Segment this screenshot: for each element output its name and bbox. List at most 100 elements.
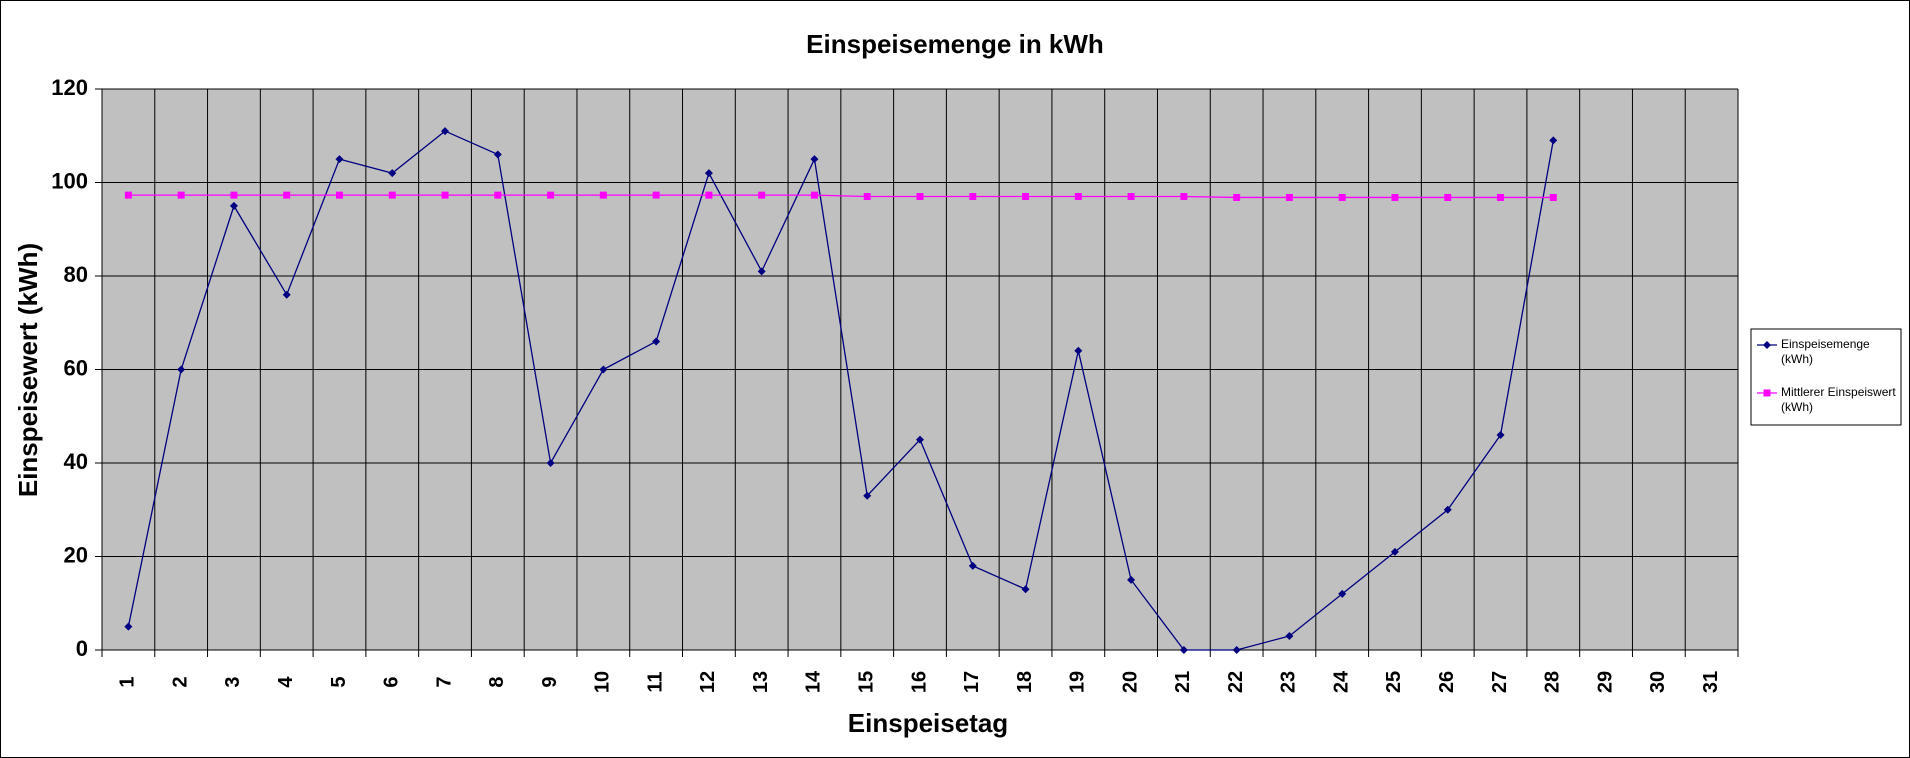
x-tick-label: 30 <box>1647 671 1669 693</box>
legend-marker <box>1763 341 1771 349</box>
x-tick-label: 13 <box>750 671 772 693</box>
x-tick-label: 12 <box>697 671 719 693</box>
data-point <box>441 191 449 199</box>
x-tick-label: 9 <box>539 676 561 687</box>
data-point <box>916 193 924 201</box>
data-point <box>1497 193 1505 201</box>
x-tick-label: 29 <box>1594 671 1616 693</box>
data-point <box>599 365 608 374</box>
x-tick-label: 6 <box>381 676 403 687</box>
data-point <box>810 191 818 199</box>
x-tick-label: 31 <box>1700 671 1722 693</box>
data-point <box>124 191 132 199</box>
data-point <box>494 191 502 199</box>
data-point <box>1338 193 1346 201</box>
x-tick-label: 27 <box>1489 671 1511 693</box>
x-tick-label: 24 <box>1330 670 1352 693</box>
data-point <box>230 191 238 199</box>
data-point <box>916 435 924 444</box>
data-point <box>705 191 713 199</box>
series-line <box>128 194 1554 199</box>
data-point <box>335 155 344 164</box>
data-point <box>969 193 977 201</box>
x-tick-label: 3 <box>222 676 244 687</box>
data-point <box>1443 505 1452 514</box>
data-point <box>177 191 185 199</box>
data-point <box>1549 193 1557 201</box>
data-point <box>652 337 661 346</box>
data-point <box>599 191 607 199</box>
y-tick-label: 0 <box>76 636 88 661</box>
data-point <box>704 169 713 178</box>
x-tick-label: 14 <box>803 670 825 693</box>
data-point <box>1127 193 1135 201</box>
x-tick-label: 8 <box>486 676 508 687</box>
x-tick-label: 11 <box>644 671 666 692</box>
x-tick-label: 17 <box>961 671 983 693</box>
data-point <box>1021 585 1030 594</box>
legend-text-box: Einspeisemenge (kWh) <box>1781 337 1870 366</box>
data-point <box>863 193 871 201</box>
data-point <box>810 155 819 164</box>
x-tick-label: 20 <box>1119 671 1141 693</box>
data-point <box>1391 193 1399 201</box>
x-tick-label: 23 <box>1278 671 1300 693</box>
data-point <box>968 561 977 570</box>
chart-title: Einspeisemenge in kWh <box>806 29 1104 59</box>
data-point <box>863 491 872 500</box>
data-point <box>1338 589 1347 598</box>
legend-label: Mittlerer Einspeiswert (kWh) <box>1781 385 1896 414</box>
data-point <box>1233 193 1241 201</box>
x-tick-label: 22 <box>1225 671 1247 693</box>
data-point <box>1232 646 1241 654</box>
x-tick-label: 18 <box>1014 671 1036 693</box>
data-point <box>177 365 186 374</box>
data-point <box>1127 575 1136 584</box>
data-point <box>388 191 396 199</box>
y-axis-label: Einspeisewert (kWh) <box>13 243 43 497</box>
data-point <box>1285 631 1294 640</box>
data-point <box>441 127 450 136</box>
x-tick-label: 15 <box>856 671 878 693</box>
data-point <box>1179 646 1188 654</box>
data-point <box>1549 136 1558 145</box>
y-tick-label: 120 <box>51 75 88 100</box>
data-point <box>1390 547 1399 556</box>
x-tick-label: 2 <box>169 676 191 687</box>
x-tick-label: 5 <box>328 676 350 687</box>
data-point <box>1074 193 1082 201</box>
data-point <box>547 191 555 199</box>
data-point <box>652 191 660 199</box>
data-point <box>282 290 291 299</box>
data-point <box>1022 193 1030 201</box>
data-point <box>1444 193 1452 201</box>
y-tick-label: 60 <box>64 355 88 380</box>
data-point <box>546 459 555 467</box>
x-tick-label: 7 <box>433 676 455 687</box>
x-tick-label: 1 <box>117 676 139 687</box>
legend-marker <box>1763 389 1771 397</box>
data-point <box>335 191 343 199</box>
x-axis-label: Einspeisetag <box>848 708 1008 738</box>
data-point <box>388 169 397 178</box>
y-tick-label: 40 <box>64 449 88 474</box>
x-tick-label: 16 <box>908 671 930 693</box>
y-tick-label: 100 <box>51 168 88 193</box>
x-tick-label: 4 <box>275 676 297 688</box>
data-point <box>757 267 766 276</box>
data-point <box>493 150 502 159</box>
x-tick-label: 28 <box>1542 671 1564 693</box>
data-point <box>758 191 766 199</box>
data-point <box>1074 346 1083 355</box>
series-line <box>127 130 1554 651</box>
data-point <box>1180 193 1188 201</box>
legend-text-box: Mittlerer Einspeiswert (kWh) <box>1781 385 1896 414</box>
x-tick-label: 25 <box>1383 671 1405 693</box>
x-tick-label: 10 <box>592 671 614 693</box>
x-tick-label: 26 <box>1436 671 1458 693</box>
legend-label: Einspeisemenge (kWh) <box>1781 337 1870 366</box>
data-point <box>283 191 291 199</box>
data-point <box>229 201 238 210</box>
y-tick-label: 80 <box>64 262 88 287</box>
